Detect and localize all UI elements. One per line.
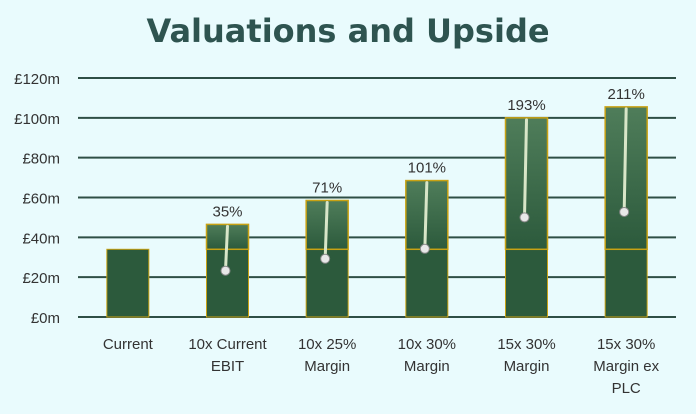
- x-tick-label: Margin ex: [593, 358, 659, 375]
- x-tick-label: 10x 25%: [298, 336, 356, 353]
- y-tick-label: £20m: [22, 270, 60, 287]
- upside-arrow-head: [220, 265, 231, 276]
- y-tick-label: £80m: [22, 151, 60, 168]
- upside-arrow-head: [519, 212, 530, 223]
- upside-arrow-head: [320, 253, 331, 264]
- bar-base: [405, 248, 449, 318]
- x-tick-label: 15x 30%: [497, 336, 555, 353]
- y-tick-label: £100m: [14, 111, 60, 128]
- x-tick-label: 10x Current: [188, 336, 267, 353]
- y-tick-label: £120m: [14, 71, 60, 88]
- x-tick-label: PLC: [612, 380, 641, 397]
- bar: [106, 248, 150, 318]
- bar-base: [305, 248, 349, 318]
- x-tick-label: Margin: [304, 358, 350, 375]
- upside-label: 193%: [507, 97, 545, 114]
- x-tick-label: Current: [103, 336, 154, 353]
- x-tick-label: 10x 30%: [398, 336, 456, 353]
- upside-label: 101%: [408, 160, 446, 177]
- upside-label: 71%: [312, 179, 342, 196]
- x-tick-label: Margin: [404, 358, 450, 375]
- upside-arrow-head: [619, 206, 630, 217]
- x-tick-label: 15x 30%: [597, 336, 655, 353]
- upside-label: 35%: [212, 203, 242, 220]
- upside-arrow-head: [419, 243, 430, 254]
- bar-base: [505, 248, 548, 318]
- x-tick-label: EBIT: [211, 358, 244, 375]
- upside-arrow: [323, 200, 329, 261]
- chart-title: Valuations and Upside: [146, 12, 550, 50]
- upside-label: 211%: [608, 86, 645, 103]
- upside-arrow: [423, 181, 429, 251]
- y-tick-label: £40m: [22, 230, 60, 247]
- x-tick-label: Margin: [504, 358, 550, 375]
- upside-arrow: [523, 118, 528, 219]
- y-tick-label: £60m: [22, 191, 60, 208]
- upside-arrow: [622, 107, 628, 214]
- y-tick-label: £0m: [31, 310, 60, 327]
- bar-base: [604, 248, 648, 318]
- upside-arrow: [224, 224, 229, 273]
